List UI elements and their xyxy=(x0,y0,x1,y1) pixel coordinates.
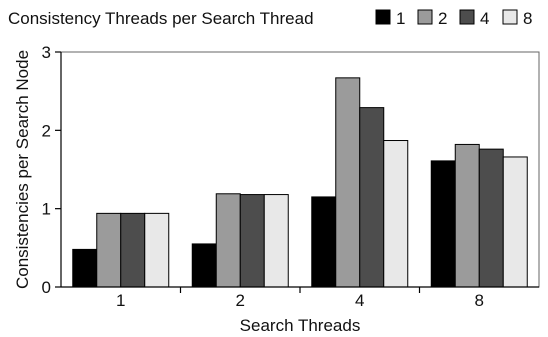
bar-series-8-cat-4 xyxy=(383,140,409,288)
bar-series-2-cat-8 xyxy=(454,143,480,288)
x-axis-title: Search Threads xyxy=(240,316,361,335)
legend-label-2: 2 xyxy=(438,9,447,28)
x-axis-ticks: 1 2 4 8 xyxy=(116,287,484,310)
y-axis-title: Consistencies per Search Node xyxy=(13,50,32,289)
plot-area: 0 1 2 3 1 2 4 8 xyxy=(42,43,540,310)
legend-label-4: 4 xyxy=(480,9,489,28)
bars xyxy=(72,77,528,288)
bar-series-8-cat-2 xyxy=(263,194,289,288)
y-tick-label: 0 xyxy=(42,278,51,297)
legend-label-8: 8 xyxy=(523,9,532,28)
legend-title: Consistency Threads per Search Thread xyxy=(8,9,314,28)
bar-series-4-cat-8 xyxy=(478,148,504,288)
legend-items: 1 2 4 8 xyxy=(375,9,532,28)
legend-swatch-8 xyxy=(502,9,518,25)
bar-series-1-cat-8 xyxy=(430,160,456,288)
bar-series-4-cat-4 xyxy=(359,107,385,288)
y-tick-label: 1 xyxy=(42,200,51,219)
bar-series-1-cat-1 xyxy=(72,248,98,288)
legend-label-1: 1 xyxy=(396,9,405,28)
x-tick-label: 1 xyxy=(116,291,125,310)
bar-series-8-cat-1 xyxy=(144,212,170,288)
legend-swatch-4 xyxy=(459,9,475,25)
x-tick-label: 4 xyxy=(355,291,364,310)
bar-series-2-cat-2 xyxy=(215,193,241,288)
bar-series-8-cat-8 xyxy=(502,156,528,288)
bar-series-2-cat-4 xyxy=(335,77,361,288)
bar-series-4-cat-2 xyxy=(239,194,265,288)
bar-series-1-cat-2 xyxy=(191,243,217,288)
legend-swatch-2 xyxy=(417,9,433,25)
y-tick-label: 3 xyxy=(42,43,51,62)
x-tick-label: 2 xyxy=(236,291,245,310)
y-tick-label: 2 xyxy=(42,121,51,140)
y-axis-ticks: 0 1 2 3 xyxy=(42,43,61,297)
legend: Consistency Threads per Search Thread 1 2… xyxy=(8,9,532,28)
x-tick-label: 8 xyxy=(475,291,484,310)
bar-series-2-cat-1 xyxy=(96,212,122,288)
legend-swatch-1 xyxy=(375,9,391,25)
bar-series-1-cat-4 xyxy=(311,196,337,288)
bar-series-4-cat-1 xyxy=(120,212,146,288)
